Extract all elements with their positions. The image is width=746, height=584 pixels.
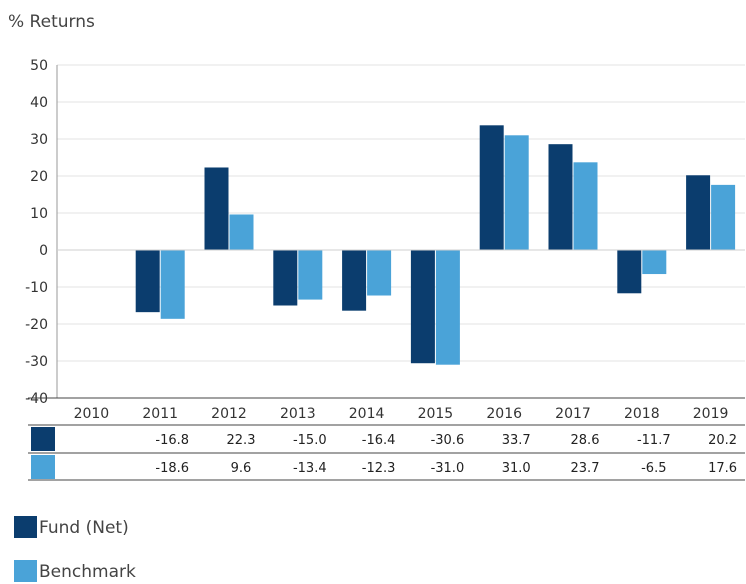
legend-label-fund: Fund (Net)	[39, 518, 129, 538]
data-label-benchmark-2015: -31.0	[431, 461, 465, 476]
y-tick-label: 10	[30, 206, 48, 222]
y-tick-label: -40	[25, 391, 48, 407]
legend-label-benchmark: Benchmark	[39, 562, 136, 582]
legend-swatch-fund	[14, 516, 37, 538]
y-axis-label: % Returns	[8, 12, 95, 32]
data-label-fund-2014: -16.4	[362, 433, 396, 448]
y-tick-label: 30	[30, 132, 48, 148]
y-tick-label: 40	[30, 95, 48, 111]
data-label-fund-2017: 28.6	[571, 433, 600, 448]
x-tick-label-2013: 2013	[280, 406, 316, 422]
bar-benchmark-2017	[573, 162, 598, 250]
data-label-fund-2012: 22.3	[227, 433, 256, 448]
bar-fund-2014	[342, 250, 367, 311]
legend-swatch-benchmark	[14, 560, 37, 582]
x-tick-label-2016: 2016	[486, 406, 522, 422]
bar-fund-2017	[548, 144, 573, 250]
x-tick-label-2010: 2010	[74, 406, 110, 422]
x-tick-label-2019: 2019	[693, 406, 729, 422]
bar-benchmark-2013	[298, 250, 323, 300]
data-label-fund-2013: -15.0	[293, 433, 327, 448]
legend-item-benchmark: Benchmark	[14, 560, 136, 582]
data-label-benchmark-2018: -6.5	[641, 461, 666, 476]
x-tick-label-2012: 2012	[211, 406, 247, 422]
y-tick-label: 50	[30, 58, 48, 74]
data-label-benchmark-2013: -13.4	[293, 461, 327, 476]
data-label-benchmark-2019: 17.6	[708, 461, 737, 476]
data-label-benchmark-2016: 31.0	[502, 461, 531, 476]
bar-benchmark-2015	[435, 250, 460, 365]
data-label-fund-2018: -11.7	[637, 433, 671, 448]
data-label-fund-2019: 20.2	[708, 433, 737, 448]
x-tick-label-2014: 2014	[349, 406, 385, 422]
y-tick-label: -10	[25, 280, 48, 296]
bar-fund-2019	[686, 175, 711, 250]
bar-benchmark-2012	[229, 214, 254, 250]
bar-benchmark-2011	[160, 250, 185, 319]
data-label-fund-2011: -16.8	[155, 433, 189, 448]
bar-benchmark-2014	[367, 250, 392, 296]
y-tick-label: -30	[25, 354, 48, 370]
bar-fund-2016	[479, 125, 504, 250]
data-label-benchmark-2017: 23.7	[571, 461, 600, 476]
x-tick-label-2011: 2011	[142, 406, 178, 422]
bar-fund-2012	[204, 167, 229, 250]
bar-fund-2015	[410, 250, 435, 364]
data-label-benchmark-2011: -18.6	[155, 461, 189, 476]
x-tick-label-2018: 2018	[624, 406, 660, 422]
x-tick-label-2017: 2017	[555, 406, 591, 422]
bar-fund-2018	[617, 250, 642, 294]
table-swatch-benchmark	[31, 455, 55, 479]
data-label-benchmark-2014: -12.3	[362, 461, 396, 476]
bar-fund-2013	[273, 250, 298, 306]
y-tick-label: -20	[25, 317, 48, 333]
data-label-fund-2016: 33.7	[502, 433, 531, 448]
bar-fund-2011	[135, 250, 160, 313]
bar-benchmark-2019	[711, 184, 736, 250]
legend-item-fund: Fund (Net)	[14, 516, 129, 538]
data-label-fund-2015: -30.6	[431, 433, 465, 448]
x-tick-label-2015: 2015	[418, 406, 454, 422]
y-tick-label: 0	[39, 243, 48, 259]
table-swatch-fund	[31, 427, 55, 451]
bar-benchmark-2016	[504, 135, 529, 250]
bar-benchmark-2018	[642, 250, 667, 275]
y-tick-label: 20	[30, 169, 48, 185]
data-label-benchmark-2012: 9.6	[231, 461, 252, 476]
